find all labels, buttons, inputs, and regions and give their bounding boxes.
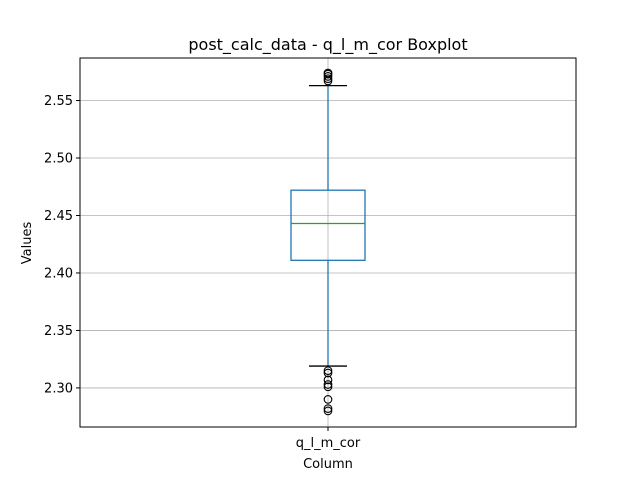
- x-axis-label: Column: [303, 457, 353, 472]
- x-axis-ticks: q_l_m_cor: [296, 427, 361, 451]
- y-tick-label: 2.55: [44, 94, 73, 109]
- outlier-point: [323, 375, 333, 385]
- plot-area: [290, 68, 366, 416]
- y-axis-ticks: 2.30 2.35 2.40 2.45 2.50 2.55: [44, 94, 80, 396]
- outlier-point: [323, 74, 333, 84]
- outlier-point: [323, 368, 333, 378]
- y-tick-label: 2.35: [44, 324, 73, 339]
- y-tick-label: 2.50: [44, 152, 73, 167]
- iqr-box: [290, 189, 366, 261]
- y-tick-label: 2.40: [44, 266, 73, 281]
- outlier-point: [323, 404, 333, 413]
- outlier-point: [323, 406, 333, 416]
- outlier-point: [323, 380, 333, 389]
- outlier-point: [323, 366, 333, 376]
- outlier-point: [323, 382, 333, 392]
- y-tick-label: 2.30: [44, 381, 73, 396]
- chart-title: post_calc_data - q_l_m_cor Boxplot: [188, 35, 467, 55]
- y-axis-label: Values: [20, 222, 35, 265]
- outlier-point: [323, 72, 333, 81]
- x-tick-label: q_l_m_cor: [296, 436, 361, 451]
- y-tick-label: 2.45: [44, 209, 73, 224]
- outlier-point: [323, 68, 333, 78]
- outlier-point: [323, 395, 333, 404]
